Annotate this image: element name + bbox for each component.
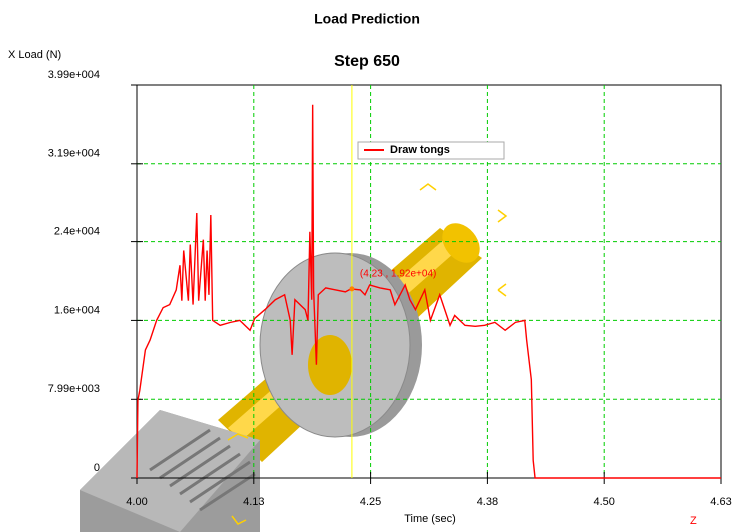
x-tick-label: 4.00 — [126, 496, 147, 508]
x-tick-label: 4.38 — [477, 496, 498, 508]
x-tick-label: 4.63 — [710, 496, 731, 508]
cursor-point — [349, 286, 354, 291]
shaft-through — [308, 335, 352, 395]
y-tick-label: 3.19e+004 — [48, 148, 100, 160]
x-tick-label: 4.50 — [593, 496, 614, 508]
y-tick-label: 0 — [94, 462, 100, 474]
triad-label: Z — [690, 515, 697, 527]
y-tick-label: 3.99e+004 — [48, 69, 100, 81]
chart-title: Load Prediction — [314, 11, 420, 27]
x-tick-label: 4.13 — [243, 496, 264, 508]
x-axis-label: Time (sec) — [404, 513, 456, 525]
y-tick-label: 7.99e+003 — [48, 383, 100, 395]
legend-label: Draw tongs — [390, 144, 450, 156]
cursor-label: (4.23 , 1.92e+04) — [360, 269, 436, 280]
y-tick-label: 2.4e+004 — [54, 226, 100, 238]
y-tick-label: 1.6e+004 — [54, 304, 100, 316]
chart: Load Prediction Step 650 X Load (N) Time… — [0, 0, 734, 532]
chart-subtitle: Step 650 — [334, 53, 400, 70]
x-tick-label: 4.25 — [360, 496, 381, 508]
y-axis-label: X Load (N) — [8, 49, 61, 61]
